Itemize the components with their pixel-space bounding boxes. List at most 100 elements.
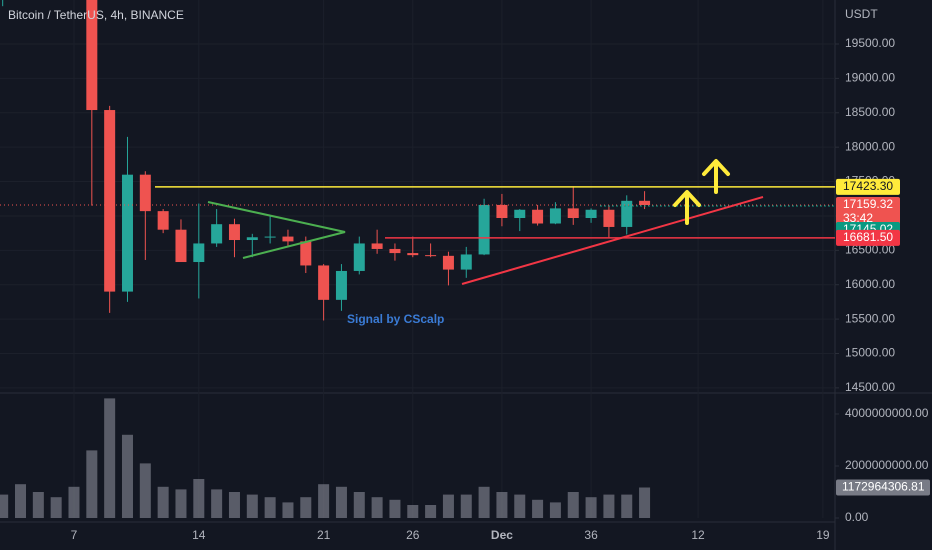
arrow-up: [673, 190, 701, 225]
candle-body: [104, 110, 116, 292]
candle-body: [318, 265, 330, 300]
volume-bar: [228, 491, 240, 518]
volume-bar: [211, 489, 223, 518]
volume-bar: [389, 499, 401, 518]
volume-bar: [15, 484, 27, 518]
volume-bar: [32, 491, 44, 518]
candle-body: [478, 204, 490, 255]
volume-bar: [371, 497, 383, 518]
candle-body: [514, 209, 526, 219]
y-tick-label: 18500.00: [845, 105, 895, 119]
volume-label: 1172964306.81: [842, 480, 925, 494]
volume-bar: [478, 486, 490, 518]
candle-body: [585, 209, 597, 219]
y-tick-label: 18000.00: [845, 139, 895, 153]
candle-body: [621, 200, 633, 227]
candle-body: [567, 208, 579, 219]
candle-body: [389, 248, 401, 254]
candle-body: [639, 200, 651, 205]
volume-bar: [86, 450, 98, 518]
currency: USDT: [845, 7, 878, 21]
volume-bar: [585, 497, 597, 518]
countdown: 33:42: [843, 211, 873, 225]
volume-bar: [639, 487, 651, 518]
y-tick-label: 19000.00: [845, 71, 895, 85]
candle-body: [264, 236, 276, 238]
volume-bar: [425, 504, 437, 518]
volume-bar: [621, 494, 633, 518]
volume-bar: [603, 494, 615, 518]
volume-bar: [567, 491, 579, 518]
candle-body: [496, 204, 508, 219]
volume-label-box: [836, 479, 930, 496]
trendline: [461, 196, 764, 285]
volume-bar: [335, 486, 347, 518]
y-tick-label: 16500.00: [845, 243, 895, 257]
y-tick-label: 16000.00: [845, 277, 895, 291]
volume-bar: [549, 502, 561, 518]
volume-bar: [193, 478, 205, 518]
x-tick-label: 21: [317, 528, 331, 542]
arrows: [673, 159, 730, 225]
chart-title: Bitcoin / TetherUS, 4h, BINANCE: [8, 8, 184, 22]
candle-body: [407, 253, 419, 256]
volume-tick-label: 4000000000.00: [845, 406, 929, 420]
current-price-label: 17159.32: [843, 197, 893, 211]
candle-body: [139, 174, 151, 212]
candle-body: [157, 211, 169, 230]
volume-bar: [157, 486, 169, 518]
volume-bar: [300, 497, 312, 518]
volume-bar: [353, 491, 365, 518]
annotation: Signal by CScalp: [347, 312, 444, 326]
candle-body: [175, 229, 187, 263]
volume-bar: [282, 502, 294, 518]
candle-body: [460, 254, 472, 270]
price-label-box: [836, 229, 900, 246]
candle-body: [425, 255, 437, 257]
volume-bar: [50, 497, 62, 518]
volume-bar: [264, 497, 276, 518]
x-tick-label: 14: [192, 528, 206, 542]
candle-body: [603, 209, 615, 227]
volume-bar: [0, 494, 9, 518]
arrow-up: [702, 159, 730, 194]
candle-body: [335, 270, 347, 300]
volume-bar: [104, 398, 116, 518]
drawings: [207, 159, 764, 285]
volume-bar: [318, 484, 330, 518]
y-tick-label: 15000.00: [845, 346, 895, 360]
x-tick-label: 19: [816, 528, 830, 542]
volume-bar: [496, 491, 508, 518]
price-label: 17423.30: [843, 179, 893, 193]
x-tick-label: 26: [406, 528, 420, 542]
candle-body: [442, 255, 454, 270]
y-tick-label: 14500.00: [845, 380, 895, 394]
price-label: 16681.50: [843, 230, 893, 244]
volume-bar: [246, 494, 258, 518]
x-tick-label: Dec: [491, 528, 513, 542]
volume-bar: [514, 494, 526, 518]
x-tick-label: 36: [584, 528, 598, 542]
candle-body: [532, 209, 544, 224]
triangle: [207, 201, 346, 259]
volume-tick-label: 0.00: [845, 510, 869, 524]
volume-tick-label: 2000000000.00: [845, 458, 929, 472]
current-price-box: [836, 196, 900, 227]
candle-body: [549, 208, 561, 224]
volume-bar: [407, 504, 419, 518]
candle-body: [211, 224, 223, 244]
volume-bar: [121, 434, 133, 518]
candle-body: [193, 243, 205, 263]
volume-bar: [139, 463, 151, 518]
candle-body: [353, 243, 365, 271]
x-tick-label: 12: [691, 528, 705, 542]
candle-body: [228, 224, 240, 241]
candle-body: [282, 236, 294, 242]
volume-bar: [68, 486, 80, 518]
candle-body: [121, 174, 133, 292]
volume-bar: [442, 494, 454, 518]
volume-bar: [532, 499, 544, 518]
volume-bar: [460, 494, 472, 518]
price-label-box: [836, 178, 900, 195]
